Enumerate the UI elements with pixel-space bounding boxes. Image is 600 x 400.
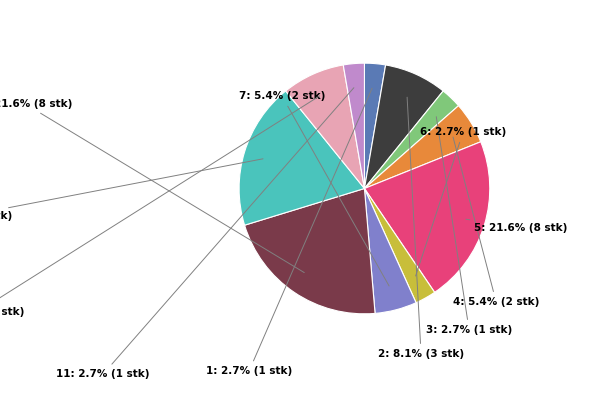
- Wedge shape: [343, 63, 364, 188]
- Text: 9: 18.9% (7 stk): 9: 18.9% (7 stk): [0, 159, 263, 221]
- Wedge shape: [364, 91, 458, 188]
- Text: 1: 2.7% (1 stk): 1: 2.7% (1 stk): [206, 88, 372, 376]
- Text: 2: 8.1% (3 stk): 2: 8.1% (3 stk): [378, 97, 464, 359]
- Wedge shape: [239, 91, 364, 225]
- Text: 5: 21.6% (8 stk): 5: 21.6% (8 stk): [466, 219, 568, 233]
- Wedge shape: [245, 188, 375, 314]
- Wedge shape: [364, 188, 434, 303]
- Text: 6: 2.7% (1 stk): 6: 2.7% (1 stk): [416, 127, 506, 276]
- Text: 11: 2.7% (1 stk): 11: 2.7% (1 stk): [56, 88, 354, 379]
- Wedge shape: [364, 106, 481, 188]
- Text: 3: 2.7% (1 stk): 3: 2.7% (1 stk): [426, 117, 512, 335]
- Wedge shape: [364, 63, 386, 188]
- Wedge shape: [364, 188, 416, 313]
- Wedge shape: [364, 142, 490, 292]
- Text: 4: 5.4% (2 stk): 4: 5.4% (2 stk): [453, 137, 539, 307]
- Wedge shape: [286, 65, 364, 188]
- Text: 7: 5.4% (2 stk): 7: 5.4% (2 stk): [239, 91, 389, 286]
- Text: 8: 21.6% (8 stk): 8: 21.6% (8 stk): [0, 99, 304, 272]
- Text: 10: 8.1% (3 stk): 10: 8.1% (3 stk): [0, 96, 320, 317]
- Wedge shape: [364, 65, 443, 188]
